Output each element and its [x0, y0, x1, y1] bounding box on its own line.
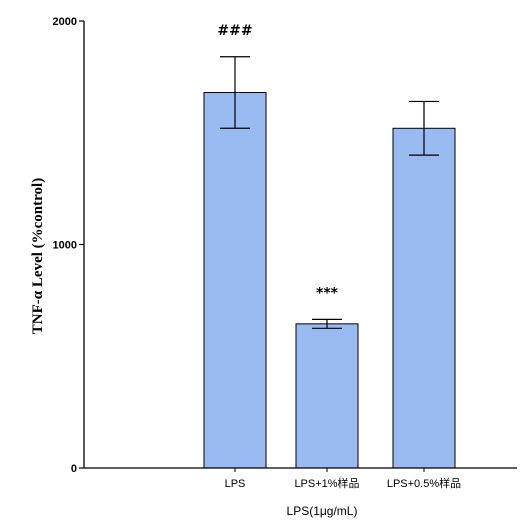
chart-marks: ### ***: [203, 23, 456, 469]
y-tick-label-3: 2000: [53, 16, 77, 28]
significance-label-1: ###: [217, 23, 252, 39]
x-axis-categories: LPS LPS+1%样品 LPS+0.5%样品: [225, 468, 461, 490]
x-tick-label-2: LPS+1%样品: [294, 476, 359, 490]
y-axis-ticks: 0 1000 2000: [53, 16, 84, 475]
x-axis-title: LPS(1μg/mL): [287, 504, 358, 518]
bar-1: [203, 92, 267, 469]
x-tick-label-3: LPS+0.5%样品: [387, 476, 461, 490]
y-axis-title: TNF-α Level (%control): [30, 178, 46, 334]
y-tick-label-2: 1000: [53, 240, 77, 252]
x-tick-label-1: LPS: [225, 478, 246, 490]
bar-3: [392, 127, 456, 469]
significance-label-2: ***: [316, 285, 339, 301]
bar-2: [295, 323, 359, 469]
y-tick-label-1: 0: [71, 463, 77, 475]
